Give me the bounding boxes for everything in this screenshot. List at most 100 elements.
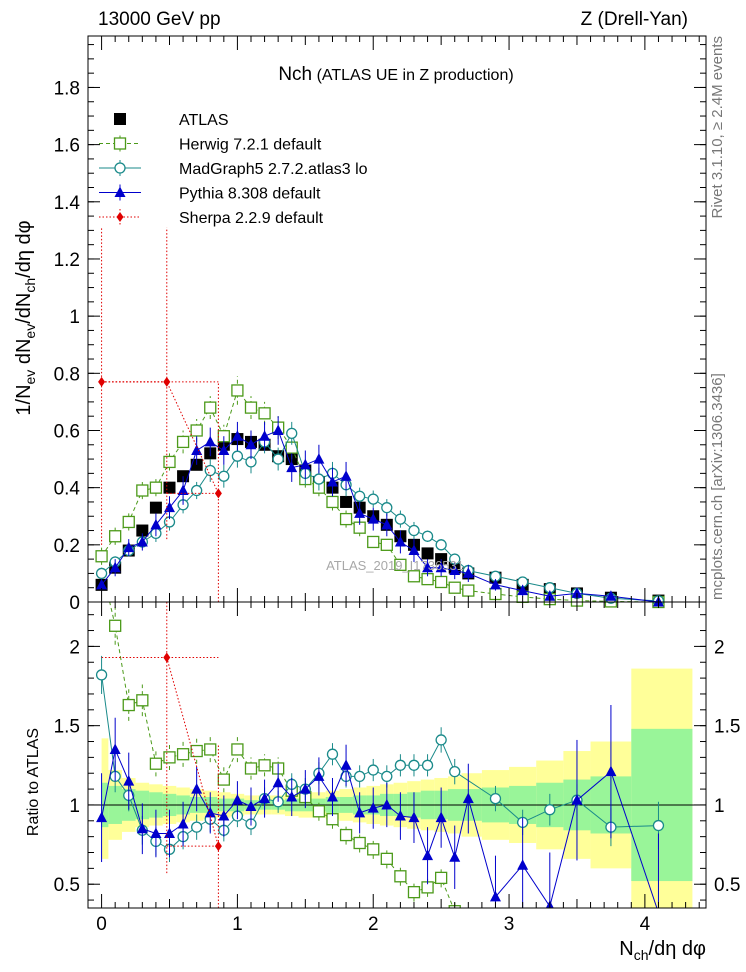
ratio-data-point — [163, 751, 176, 764]
ratio-data-point — [259, 792, 271, 804]
main-data-point — [422, 561, 434, 573]
ratio-data-point — [272, 776, 284, 788]
main-data-point — [123, 541, 135, 553]
main-data-point — [339, 512, 353, 526]
main-data-point — [421, 547, 434, 560]
main-data-point — [191, 484, 203, 497]
main-series-line — [101, 381, 219, 494]
legend-marker — [114, 162, 126, 174]
legend-label: Sherpa 2.2.9 default — [179, 210, 324, 227]
ratio-series-triangle-filled — [96, 705, 660, 908]
main-data-point — [231, 430, 243, 441]
process-label: Z (Drell-Yan) — [581, 9, 688, 30]
main-data-point — [326, 475, 338, 487]
x-axis-label: Nch/dη dφ — [619, 938, 706, 963]
main-data-point — [380, 538, 393, 551]
main-data-point — [299, 458, 311, 470]
x-axis: 0 1 2 3 4 — [96, 602, 700, 935]
side-rivet-label: Rivet 3.1.10, ≥ 2.4M events — [709, 36, 726, 219]
main-data-point — [109, 561, 121, 573]
y-tick-label: 1.5 — [54, 717, 80, 738]
ratio-data-point — [489, 792, 502, 805]
ratio-data-point — [489, 890, 501, 902]
main-data-point — [231, 384, 244, 397]
main-data-point — [448, 581, 461, 594]
legend-item: MadGraph5 2.7.2.atlas3 lo — [99, 160, 368, 178]
ratio-data-point — [258, 759, 271, 772]
ratio-data-point — [517, 859, 529, 870]
main-data-point — [517, 584, 529, 596]
ratio-data-point — [176, 748, 190, 761]
energy-label: 13000 GeV pp — [98, 9, 221, 30]
main-data-point — [571, 587, 583, 598]
ratio-data-point — [380, 852, 393, 865]
main-data-point — [272, 424, 284, 435]
ratio-data-point — [462, 792, 474, 804]
y-tick-label: 1.4 — [54, 193, 81, 214]
main-data-point — [95, 550, 108, 563]
ratio-data-point — [571, 794, 583, 805]
x-tick-label: 3 — [504, 914, 515, 935]
ratio-data-point — [354, 806, 366, 818]
legend-label: ATLAS — [179, 112, 229, 129]
ratio-data-point — [150, 827, 162, 838]
ratio-data-point — [434, 871, 448, 885]
main-data-point — [367, 535, 380, 549]
ratio-data-point — [421, 759, 434, 771]
ratio-data-point — [149, 757, 163, 770]
ratio-data-point — [191, 783, 203, 794]
legend: ATLAS Herwig 7.2.1 default MadGraph5 2.7.2… — [99, 112, 368, 227]
ratio-data-point — [217, 773, 230, 786]
legend-item: ATLAS — [114, 112, 229, 129]
main-data-point — [340, 470, 352, 481]
ratio-data-point — [408, 759, 420, 771]
main-data-point — [95, 567, 108, 580]
ratio-data-point — [422, 849, 434, 861]
ratio-data-point — [214, 841, 222, 852]
main-data-point — [245, 438, 257, 450]
ratio-series-line — [109, 602, 454, 908]
ratio-data-point — [122, 698, 135, 712]
main-series-triangle-filled — [96, 416, 664, 607]
ratio-data-point — [652, 819, 665, 832]
ratio-data-point — [353, 836, 366, 850]
ratio-panel: 0.5 0.5 1 1 1.5 1.5 2 2 0 1 2 3 4 Ratio to ATLAS Nc… — [25, 601, 740, 963]
main-data-point — [231, 450, 244, 462]
ratio-data-point — [449, 765, 461, 778]
ratio-data-point — [313, 770, 325, 781]
y-tick-label-right: 2 — [714, 637, 725, 658]
main-data-point — [462, 567, 474, 578]
y-tick-label: 0 — [69, 593, 80, 614]
main-data-point — [191, 444, 203, 455]
main-data-point — [421, 530, 434, 542]
main-series-layer — [95, 227, 665, 609]
y-tick-label: 0.6 — [54, 421, 80, 442]
legend-item: Pythia 8.308 default — [99, 184, 321, 203]
ratio-data-point — [326, 748, 339, 760]
main-data-point — [340, 495, 353, 508]
main-title-sub: (ATLAS UE in Z production) — [317, 67, 514, 84]
ratio-data-point — [95, 669, 108, 681]
main-data-point — [122, 515, 135, 529]
main-data-point — [150, 518, 162, 530]
main-data-point — [381, 518, 393, 530]
ratio-data-point — [435, 734, 447, 746]
legend-label: Herwig 7.2.1 default — [179, 137, 322, 154]
main-data-point — [381, 502, 393, 514]
main-data-point — [136, 535, 148, 547]
main-data-point — [272, 453, 284, 465]
main-data-point — [163, 481, 176, 494]
main-data-point — [177, 484, 189, 496]
ratio-series-layer — [95, 602, 665, 908]
ratio-data-point — [244, 762, 258, 775]
ratio-series-line — [101, 747, 658, 908]
y-tick-label: 0.8 — [54, 364, 80, 385]
y-tick-label: 2 — [69, 637, 80, 658]
ratio-data-point — [123, 775, 135, 786]
y-tick-label: 1.2 — [54, 250, 80, 271]
x-tick-label: 4 — [640, 914, 651, 935]
y-tick-label-right: 1 — [714, 796, 725, 817]
y-tick-label: 1 — [69, 307, 80, 328]
main-series-square-filled — [95, 433, 665, 607]
